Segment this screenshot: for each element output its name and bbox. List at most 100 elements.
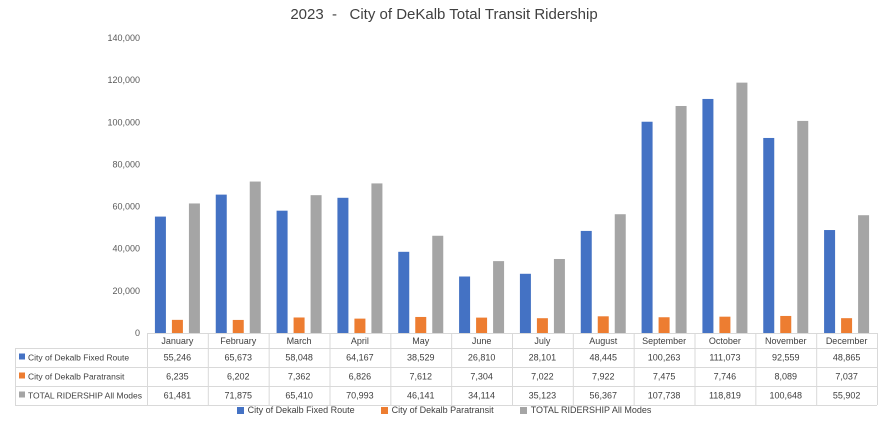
data-label: 71,875	[224, 391, 252, 401]
x-category-label: September	[642, 336, 686, 346]
x-category-label: October	[709, 336, 741, 346]
data-label: 26,810	[468, 353, 496, 363]
x-category-label: November	[765, 336, 807, 346]
data-label: 8,089	[774, 372, 797, 382]
bar	[597, 316, 609, 333]
data-label: 70,993	[346, 391, 374, 401]
data-label: 28,101	[529, 353, 557, 363]
legend-swatch-paratransit	[380, 406, 388, 414]
table-series-swatch	[19, 372, 25, 379]
bar	[249, 181, 261, 333]
table-series-swatch	[19, 391, 25, 398]
bar	[459, 276, 471, 333]
y-tick-label: 140,000	[107, 33, 140, 43]
table-series-label: City of Dekalb Fixed Route	[28, 353, 129, 363]
x-category-label: March	[287, 336, 312, 346]
bar	[493, 261, 505, 333]
data-label: 6,235	[166, 372, 189, 382]
data-label: 100,263	[648, 353, 681, 363]
table-series-swatch	[19, 353, 25, 360]
legend-item-fixed-route: City of Dekalb Fixed Route	[236, 405, 355, 415]
data-label: 92,559	[772, 353, 800, 363]
bar	[841, 318, 853, 333]
data-label: 111,073	[709, 353, 740, 363]
bar	[337, 197, 349, 333]
legend-swatch-fixed-route	[236, 406, 244, 414]
bar	[858, 215, 870, 333]
bar	[536, 318, 548, 333]
bar	[719, 316, 731, 333]
data-label: 100,648	[769, 391, 802, 401]
bar	[215, 194, 227, 333]
data-label: 7,022	[531, 372, 554, 382]
x-category-label: December	[826, 336, 868, 346]
data-label: 7,362	[288, 372, 311, 382]
data-label: 34,114	[468, 391, 495, 401]
x-category-label: February	[220, 336, 257, 346]
y-tick-label: 60,000	[112, 202, 140, 212]
data-label: 38,529	[407, 353, 435, 363]
bar	[641, 121, 653, 333]
data-label: 48,865	[833, 353, 861, 363]
bar	[824, 230, 836, 333]
y-tick-label: 80,000	[112, 159, 140, 169]
legend-label-paratransit: City of Dekalb Paratransit	[391, 405, 494, 415]
x-category-label: July	[534, 336, 551, 346]
x-category-label: August	[589, 336, 618, 346]
data-label: 58,048	[285, 353, 313, 363]
bar	[736, 82, 748, 333]
data-label: 7,475	[653, 372, 676, 382]
legend-label-fixed-route: City of Dekalb Fixed Route	[247, 405, 355, 415]
bar	[398, 251, 410, 333]
bar	[614, 214, 626, 333]
data-label: 7,304	[470, 372, 493, 382]
data-label: 7,746	[714, 372, 737, 382]
data-label: 6,826	[349, 372, 372, 382]
bar	[432, 235, 444, 333]
chart-legend: City of Dekalb Fixed Route City of Dekal…	[0, 405, 888, 415]
bar	[293, 317, 305, 333]
data-label: 7,612	[409, 372, 432, 382]
bar	[415, 316, 427, 333]
bar	[675, 105, 687, 333]
bar	[658, 317, 670, 333]
legend-item-total-ridership: TOTAL RIDERSHIP All Modes	[519, 405, 652, 415]
bar	[171, 319, 183, 333]
legend-label-total-ridership: TOTAL RIDERSHIP All Modes	[530, 405, 652, 415]
x-category-label: June	[472, 336, 492, 346]
chart-title: 2023 - City of DeKalb Total Transit Ride…	[290, 6, 598, 23]
data-label: 48,445	[589, 353, 617, 363]
bar	[780, 315, 792, 333]
data-label: 65,673	[224, 353, 252, 363]
x-category-label: April	[351, 336, 369, 346]
legend-swatch-total-ridership	[519, 406, 527, 414]
data-label: 56,367	[589, 391, 617, 401]
bar	[188, 203, 200, 333]
bar	[310, 195, 322, 333]
data-label: 107,738	[648, 391, 681, 401]
y-tick-label: 0	[135, 328, 140, 338]
y-tick-label: 20,000	[112, 286, 140, 296]
bar	[476, 317, 488, 333]
y-tick-label: 40,000	[112, 244, 140, 254]
x-category-label: January	[161, 336, 194, 346]
data-label: 6,202	[227, 372, 250, 382]
legend-item-paratransit: City of Dekalb Paratransit	[380, 405, 494, 415]
data-label: 7,922	[592, 372, 615, 382]
data-label: 55,902	[833, 391, 861, 401]
data-label: 55,246	[164, 353, 192, 363]
bar	[371, 183, 383, 333]
bar	[154, 216, 166, 333]
data-label: 118,819	[709, 391, 741, 401]
bar	[797, 120, 809, 333]
data-label: 61,481	[164, 391, 192, 401]
bar	[354, 318, 366, 333]
bar	[763, 137, 775, 333]
bar	[702, 98, 714, 333]
bar	[553, 258, 565, 333]
table-series-label: City of Dekalb Paratransit	[28, 372, 125, 382]
y-tick-label: 120,000	[107, 75, 140, 85]
bar	[580, 230, 592, 333]
y-tick-label: 100,000	[107, 117, 140, 127]
